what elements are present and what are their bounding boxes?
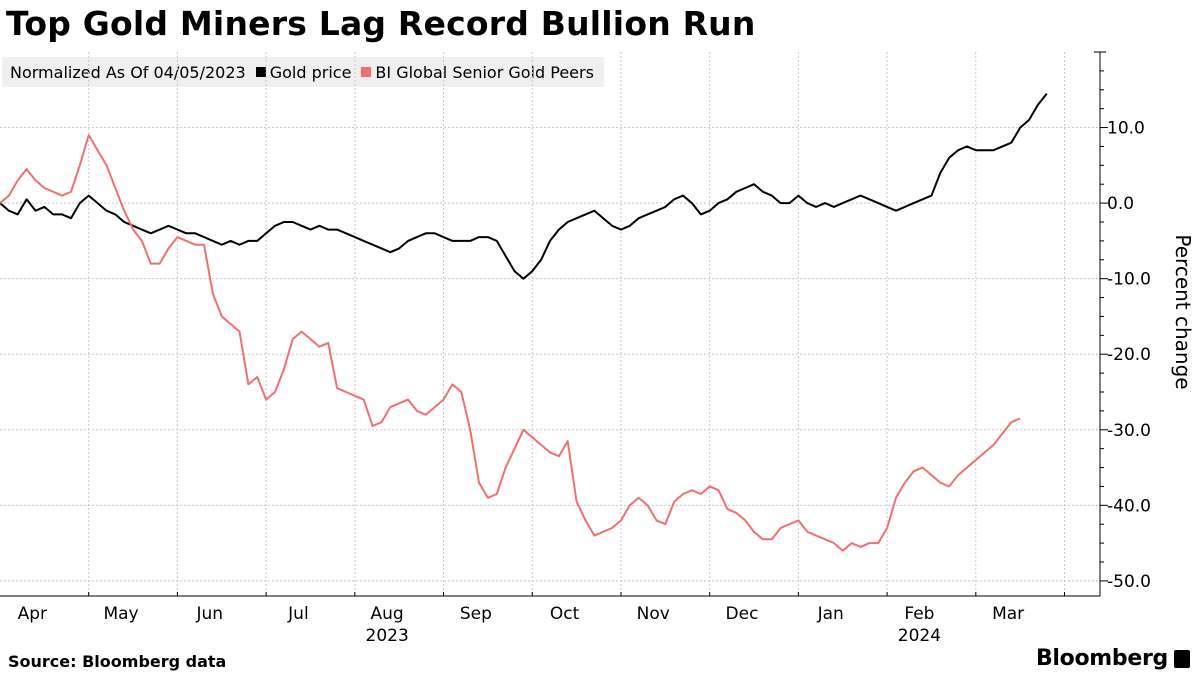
legend-note-text: Normalized As Of 04/05/2023 (10, 62, 246, 82)
series-line-gold-price (0, 92, 1048, 280)
legend-swatch-gold-price (255, 67, 266, 77)
x-tick-label-aug: Aug (371, 604, 404, 624)
legend-label-senior-gold-peers: BI Global Senior Gold Peers (375, 62, 594, 82)
y-tick-label: -40.0 (1107, 496, 1151, 516)
y-tick-label: -10.0 (1107, 270, 1151, 290)
chart-title: Top Gold Miners Lag Record Bullion Run (6, 4, 756, 43)
legend-note: Normalized As Of 04/05/2023 (10, 63, 246, 82)
brand-logo: Bloomberg (1036, 646, 1190, 671)
x-year-label-2024: 2024 (898, 626, 941, 646)
legend-swatch-senior-gold-peers (361, 67, 372, 77)
axis-labels: 10.0 0.0 -10.0 -20.0 -30.0 -40.0 -50.0 Apr May Ju… (18, 119, 1151, 646)
x-tick-label-nov: Nov (637, 604, 670, 624)
y-tick-label: 0.0 (1107, 194, 1134, 214)
gridlines (0, 52, 1100, 596)
x-tick-label-apr: Apr (18, 604, 47, 624)
legend-item-senior-gold-peers: BI Global Senior Gold Peers (361, 63, 594, 82)
x-tick-label-may: May (103, 604, 138, 624)
axes (0, 51, 1108, 597)
y-axis-label: Percent change (1171, 234, 1195, 389)
y-tick-label: -20.0 (1107, 345, 1151, 365)
x-tick-label-feb: Feb (904, 604, 934, 624)
x-tick-label-oct: Oct (550, 604, 580, 624)
x-tick-label-dec: Dec (726, 604, 759, 624)
x-year-label-2023: 2023 (366, 626, 409, 646)
legend-item-gold-price: Gold price (255, 62, 352, 82)
series-lines (0, 92, 1048, 552)
x-tick-label-jun: Jun (195, 604, 223, 624)
source-note: Source: Bloomberg data (8, 652, 227, 671)
brand-text: Bloomberg (1035, 646, 1168, 671)
x-tick-label-mar: Mar (992, 604, 1024, 624)
y-tick-label: -30.0 (1107, 421, 1151, 441)
legend-label-gold-price: Gold price (269, 62, 352, 82)
series-line-senior-gold-peers (0, 134, 1021, 552)
y-tick-label: -50.0 (1107, 572, 1151, 592)
legend: Normalized As Of 04/05/2023 Gold price B… (2, 57, 604, 87)
x-tick-label-sep: Sep (460, 604, 492, 624)
terminal-icon (1174, 649, 1190, 668)
y-tick-label: 10.0 (1107, 119, 1145, 139)
x-tick-label-jul: Jul (287, 604, 309, 624)
x-tick-label-jan: Jan (817, 604, 844, 624)
